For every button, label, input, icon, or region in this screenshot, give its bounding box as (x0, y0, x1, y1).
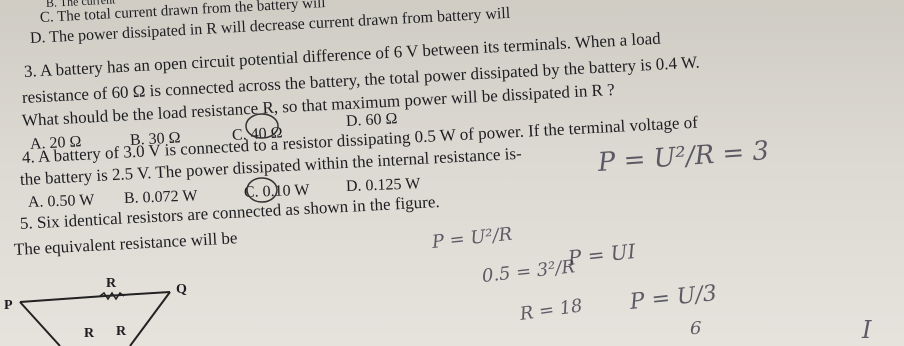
figure-label: Q (176, 282, 187, 297)
circle-mark (246, 177, 278, 203)
resistor (99, 291, 125, 301)
circle-mark (245, 113, 279, 139)
handwriting: 6 (690, 318, 702, 339)
handwriting: I (862, 316, 872, 344)
figure-label: P (4, 298, 13, 313)
figure-label: R (84, 326, 95, 341)
figure-label: R (116, 324, 127, 339)
wire (19, 291, 171, 303)
figure-label: R (106, 276, 117, 291)
wire (19, 301, 61, 346)
wire (129, 291, 171, 346)
